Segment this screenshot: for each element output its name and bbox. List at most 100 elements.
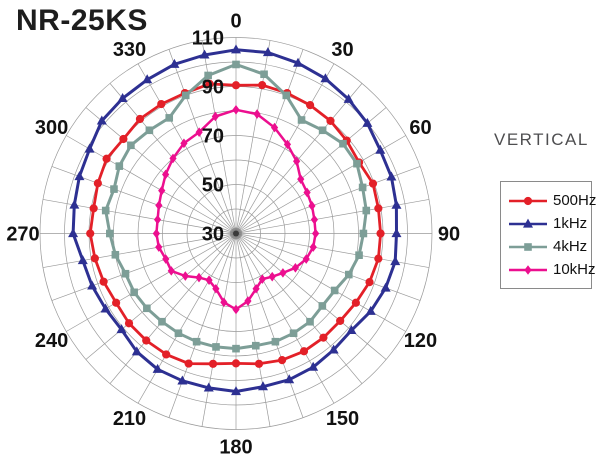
marker-diamond [162,169,170,180]
marker-triangle [391,228,402,238]
grid-spoke-330 [137,63,237,234]
marker-square [165,114,174,122]
marker-circle [184,359,193,368]
marker-diamond [220,297,228,308]
marker-square [318,126,327,135]
marker-circle [142,336,151,345]
angle-label-210: 210 [113,408,146,430]
marker-square [260,70,268,79]
marker-square [251,341,260,350]
legend-item-10khz: 10kHz [507,258,596,281]
marker-circle [99,277,108,286]
marker-diamond [153,214,162,225]
marker-circle [231,81,241,90]
grid-spoke-140 [235,233,363,384]
marker-triangle [87,280,98,290]
marker-circle [157,99,166,109]
marker-circle [365,278,374,287]
marker-circle [231,359,241,368]
legend-marker-diamond-icon [509,264,547,275]
marker-triangle [390,256,401,266]
marker-circle [124,319,134,328]
marker-square [359,229,368,238]
marker-circle [258,81,267,90]
angle-label-0: 0 [230,11,241,33]
marker-circle [90,254,99,263]
marker-triangle [231,44,241,54]
marker-triangle [328,344,339,354]
angle-label-180: 180 [219,437,252,459]
marker-diamond [291,263,300,273]
grid-spoke-230 [85,233,237,360]
marker-triangle [284,374,295,384]
marker-triangle [77,255,88,265]
marker-square [192,337,201,346]
legend-item-4khz: 4kHz [507,235,587,258]
marker-triangle [365,305,376,315]
grid-spoke-240 [66,233,237,332]
marker-circle [336,316,345,326]
marker-triangle [320,73,331,83]
orientation-label: VERTICAL [494,130,589,149]
marker-diamond [312,228,320,239]
marker-circle [208,359,218,368]
marker-triangle [386,171,397,181]
angle-label-150: 150 [326,408,359,430]
marker-diamond [310,214,319,225]
marker-diamond [279,268,287,278]
angle-label-30: 30 [331,39,353,61]
marker-square [232,60,240,69]
marker-triangle [117,92,128,102]
grid-spoke-120 [235,233,406,332]
marker-square [130,288,138,297]
marker-triangle [74,171,85,181]
series-1kHz [68,44,402,396]
marker-triangle [293,57,304,67]
marker-diamond [252,283,260,294]
marker-diamond [253,109,261,119]
angle-label-90: 90 [438,224,460,246]
marker-circle [93,179,102,188]
marker-circle [89,204,98,213]
radial-tick-label-90: 90 [202,77,224,99]
series-500Hz [86,79,385,368]
marker-diamond [232,104,240,115]
grid-spoke-300 [66,135,237,234]
grid-spoke-160 [235,233,304,418]
marker-square [362,206,371,215]
radial-tick-label-30: 30 [202,224,224,246]
grid-spoke-250 [51,233,237,301]
marker-square [204,71,212,80]
marker-triangle [96,115,107,125]
marker-circle [119,134,128,144]
marker-triangle [308,361,319,371]
marker-diamond [232,304,240,315]
grid-spoke-200 [168,233,237,418]
grid-spoke-40 [235,83,363,234]
grid-spoke-30 [235,63,335,234]
marker-triangle [116,324,127,334]
grid-spoke-260 [42,233,237,268]
series-4kHz [101,60,371,353]
grid-spoke-150 [235,233,335,404]
marker-square [174,329,183,338]
grid-spoke-190 [201,233,237,427]
marker-triangle [203,382,214,392]
marker-triangle [131,346,142,356]
marker-diamond [270,122,279,133]
angle-label-270: 270 [6,224,39,246]
marker-diamond [162,254,170,264]
marker-triangle [84,143,95,153]
legend-marker-square-icon [509,242,547,251]
marker-square [297,116,306,124]
marker-circle [112,298,121,307]
grid-spoke-310 [85,107,237,234]
marker-triangle [199,49,210,59]
radial-tick-label-110: 110 [192,28,224,50]
marker-triangle [100,303,111,313]
legend-item-label: 1kHz [553,215,588,232]
legend-item-label: 500Hz [553,192,597,209]
marker-diamond [155,200,163,211]
